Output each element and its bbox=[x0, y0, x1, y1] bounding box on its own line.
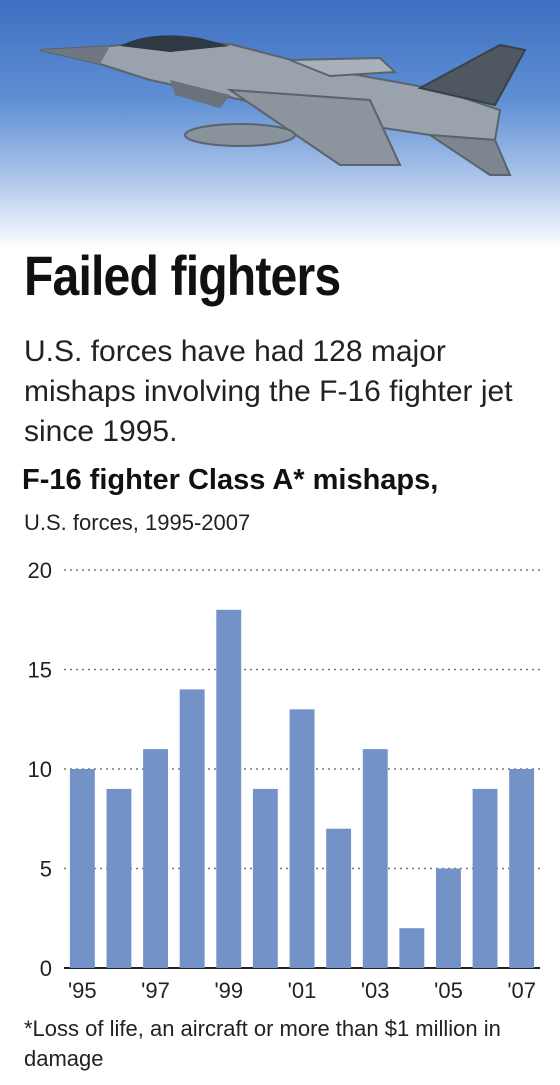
bar-2001 bbox=[289, 709, 315, 968]
bar-1999 bbox=[216, 609, 242, 968]
headline: Failed fighters bbox=[24, 244, 341, 307]
chart-title: F-16 fighter Class A* mishaps, bbox=[22, 464, 439, 496]
bar-1998 bbox=[179, 689, 205, 968]
x-tick-label: '03 bbox=[361, 978, 390, 1003]
y-tick-label: 15 bbox=[28, 658, 52, 683]
bar-chart: 0 5 10 15 20 '95 '97 '99 '01 '03 '05 '07 bbox=[28, 558, 540, 1003]
y-tick-label: 20 bbox=[28, 558, 52, 583]
bar-2005 bbox=[436, 868, 461, 968]
x-tick-label: '01 bbox=[288, 978, 317, 1003]
bar-1997 bbox=[143, 749, 168, 968]
x-tick-label: '95 bbox=[68, 978, 97, 1003]
chart-subtitle: U.S. forces, 1995-2007 bbox=[24, 510, 251, 535]
bar-2000 bbox=[252, 788, 278, 968]
x-tick-label: '97 bbox=[141, 978, 170, 1003]
f16-photo bbox=[0, 0, 560, 250]
bar-2007 bbox=[509, 769, 535, 968]
bar-1996 bbox=[106, 788, 132, 968]
x-tick-label: '05 bbox=[434, 978, 463, 1003]
x-tick-label: '99 bbox=[214, 978, 243, 1003]
bar-2006 bbox=[472, 788, 498, 968]
bar-1995 bbox=[69, 769, 95, 968]
footnote: *Loss of life, an aircraft or more than … bbox=[24, 1016, 501, 1071]
f16-jet-illustration bbox=[39, 35, 527, 176]
y-tick-label: 10 bbox=[28, 757, 52, 782]
bar-2004 bbox=[399, 928, 425, 968]
x-tick-label: '07 bbox=[507, 978, 536, 1003]
bar-2002 bbox=[326, 828, 352, 968]
bar-2003 bbox=[362, 749, 388, 968]
y-tick-label: 0 bbox=[40, 956, 52, 981]
dek: U.S. forces have had 128 major mishaps i… bbox=[24, 335, 513, 448]
y-tick-label: 5 bbox=[40, 857, 52, 882]
